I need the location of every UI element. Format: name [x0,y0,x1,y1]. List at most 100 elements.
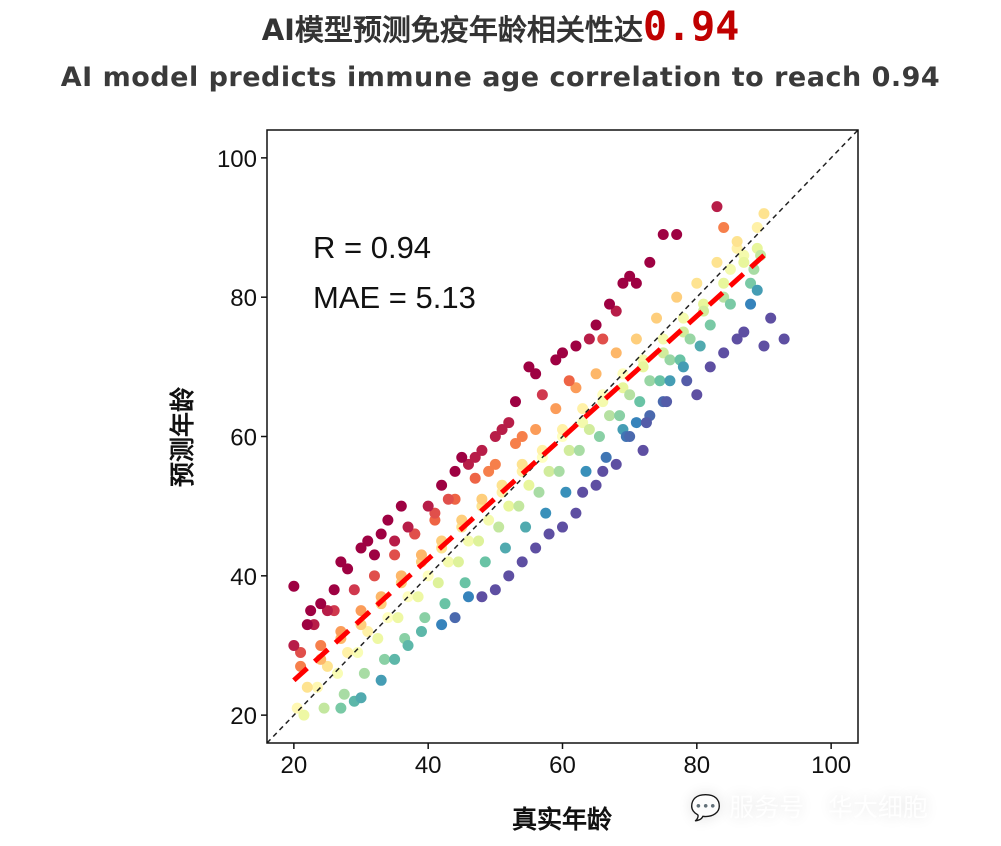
data-point [442,556,454,568]
watermark: 💬 服务号 · 华大细胞 [690,788,928,824]
data-point [731,333,743,345]
data-point [516,431,528,442]
data-point [570,382,582,394]
x-tick-label: 20 [281,752,308,779]
data-point [644,375,656,387]
y-tick-label: 40 [230,564,257,591]
data-point [449,612,461,624]
data-point [543,465,555,477]
chart-title: AI模型预测免疫年龄相关性达0.94 [0,4,1001,50]
data-point [479,556,491,568]
data-point [640,417,652,429]
data-point [415,549,427,561]
data-point [724,263,736,275]
data-point [745,298,757,310]
data-point [745,277,757,289]
data-point [677,326,689,338]
annotation-mae: MAE = 5.13 [313,280,476,315]
data-point [530,368,542,380]
data-point [462,535,474,547]
data-point [617,382,629,394]
data-point [624,389,636,401]
data-point [422,500,434,512]
data-point [509,396,521,408]
data-point [415,626,427,638]
data-point [691,277,703,289]
data-point [516,458,528,470]
lines-layer [267,130,858,743]
data-point [583,333,595,345]
data-point [402,521,414,533]
data-point [590,368,602,380]
data-point [513,500,525,512]
data-point [295,646,307,658]
data-point [630,417,642,429]
data-point [456,451,468,463]
data-point [382,514,394,526]
data-point [563,444,575,456]
data-point [563,375,575,387]
data-point [412,591,424,603]
data-point [476,493,488,505]
data-point [395,500,407,512]
data-point [509,437,521,449]
data-point [718,347,730,359]
x-tick-label: 100 [811,752,851,779]
data-point [751,284,763,296]
data-point [610,347,622,359]
data-point [298,709,310,721]
data-point [375,528,387,540]
data-point [315,639,327,651]
data-point [557,521,568,533]
data-point [644,256,656,268]
data-point [348,584,360,596]
data-point [765,312,777,324]
data-point [483,514,495,526]
data-point [311,681,323,693]
data-point [570,340,582,352]
data-point [600,451,612,463]
data-point [305,605,317,617]
data-point [671,228,683,240]
data-point [617,277,629,289]
data-point [389,549,401,561]
data-point [338,688,350,700]
data-point [335,556,347,568]
data-point [372,633,384,645]
data-point [503,500,515,512]
data-point [342,646,354,658]
data-point [523,479,535,491]
data-point [570,507,582,519]
data-point [362,535,374,547]
data-point [355,542,367,554]
data-point [429,507,441,519]
data-point [301,681,313,693]
data-point [724,298,736,310]
data-point [577,417,589,429]
data-point [583,424,595,436]
data-point [389,653,401,665]
data-point [301,619,313,631]
data-point [483,465,495,477]
data-point [392,612,404,624]
data-point [677,312,689,324]
data-point [489,458,501,470]
data-point [442,493,454,505]
data-point [321,660,333,672]
data-point [654,375,666,387]
data-point [321,605,333,617]
data-point [291,702,303,714]
data-point [778,333,790,345]
title-text: AI模型预测免疫年龄相关性达 [261,13,643,47]
data-point [332,667,344,679]
data-point [738,326,750,338]
data-point [691,389,703,401]
data-point [597,333,609,345]
data-point [610,458,622,470]
data-point [536,389,548,401]
data-point [473,535,485,547]
data-point [352,646,364,658]
data-point [389,535,401,547]
x-axis-label: 真实年龄 [512,805,613,834]
